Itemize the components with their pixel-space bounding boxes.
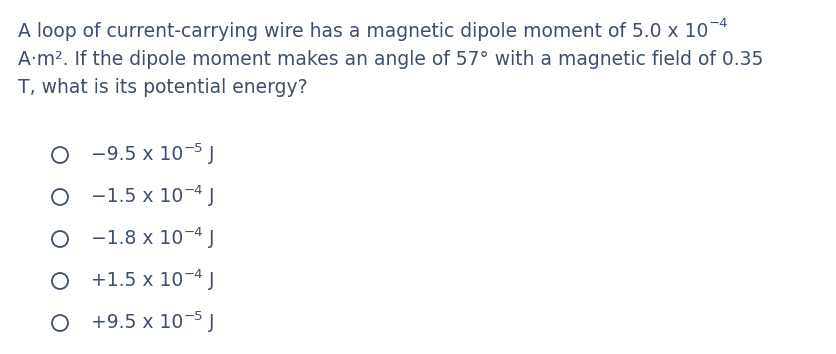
Text: −4: −4 (183, 268, 202, 280)
Text: −4: −4 (183, 225, 202, 239)
Text: +1.5 x 10: +1.5 x 10 (85, 272, 183, 291)
Text: A loop of current-carrying wire has a magnetic dipole moment of 5.0 x 10: A loop of current-carrying wire has a ma… (18, 22, 707, 41)
Text: −5: −5 (183, 309, 202, 322)
Text: −4: −4 (183, 183, 202, 196)
Text: −1.8 x 10: −1.8 x 10 (85, 229, 183, 249)
Text: J: J (202, 272, 214, 291)
Text: +9.5 x 10: +9.5 x 10 (85, 314, 183, 332)
Text: −1.5 x 10: −1.5 x 10 (85, 188, 183, 206)
Text: T, what is its potential energy?: T, what is its potential energy? (18, 78, 308, 97)
Text: −4: −4 (707, 17, 727, 30)
Text: A·m². If the dipole moment makes an angle of 57° with a magnetic field of 0.35: A·m². If the dipole moment makes an angl… (18, 50, 762, 69)
Text: J: J (202, 229, 214, 249)
Text: J: J (202, 314, 214, 332)
Text: J: J (202, 145, 214, 165)
Text: −5: −5 (183, 142, 202, 154)
Text: −9.5 x 10: −9.5 x 10 (85, 145, 183, 165)
Text: J: J (202, 188, 214, 206)
